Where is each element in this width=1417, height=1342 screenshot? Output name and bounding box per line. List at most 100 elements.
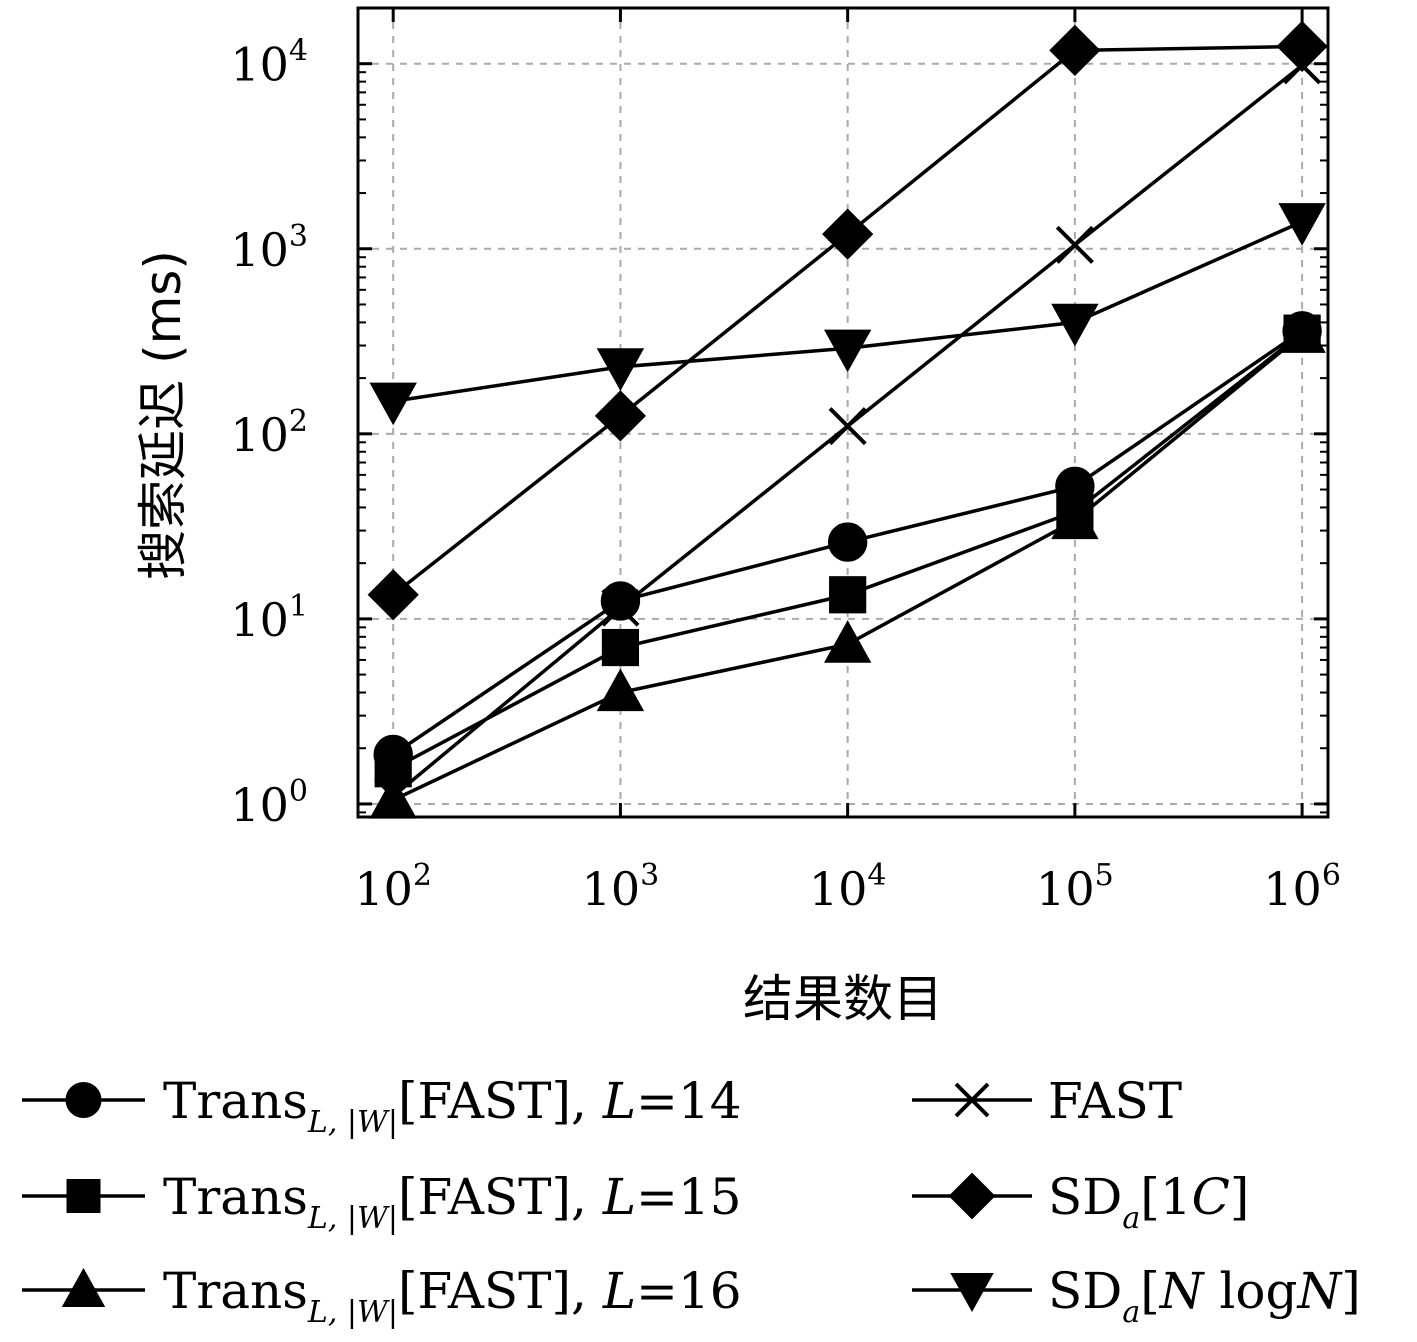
x-tick-label: 106	[1263, 858, 1341, 916]
legend-label-italic: L	[602, 1168, 636, 1226]
y-tick-label-base: 10	[230, 223, 289, 277]
y-tick-label-exponent: 4	[289, 34, 308, 69]
data-point	[1278, 203, 1326, 246]
legend-label: SDa[N logN]	[1048, 1262, 1361, 1330]
y-tick-label-base: 10	[230, 408, 289, 462]
legend-marker	[950, 1273, 994, 1313]
x-tick-label: 102	[354, 858, 432, 916]
legend-label-rest: [	[1140, 1262, 1160, 1320]
data-point	[594, 390, 647, 442]
data-point	[828, 407, 867, 446]
data-point	[369, 382, 417, 426]
legend-label-sub: a	[1122, 1201, 1140, 1236]
data-point	[367, 569, 419, 621]
legend-marker	[948, 1172, 996, 1220]
legend-item-2: TransL, |W|[FAST], L=15	[22, 1168, 742, 1236]
legend-label-main: FAST	[1048, 1072, 1182, 1130]
legend-label: TransL, |W|[FAST], L=16	[163, 1262, 742, 1330]
legend-label-main: SD	[1048, 1262, 1122, 1320]
x-tick-label-base: 10	[582, 862, 641, 916]
x-tick-label-base: 10	[1263, 862, 1322, 916]
series-lines	[367, 20, 1328, 819]
legend-item-4: FAST	[912, 1072, 1182, 1130]
legend-item-3: TransL, |W|[FAST], L=16	[22, 1262, 742, 1330]
legend-label: TransL, |W|[FAST], L=15	[163, 1168, 742, 1236]
data-point	[374, 777, 413, 816]
y-tick-label-base: 10	[230, 778, 289, 832]
legend-marker	[66, 1179, 101, 1213]
y-tick-label: 100	[230, 774, 308, 832]
legend-label: FAST	[1048, 1072, 1182, 1130]
legend-label-italic: N	[1159, 1262, 1206, 1320]
y-tick-label-exponent: 3	[289, 219, 308, 254]
y-tick-label: 104	[230, 34, 308, 92]
legend-label-main: Trans	[163, 1262, 308, 1320]
x-axis-title: 结果数目	[743, 970, 943, 1028]
x-tick-labels: 102 103 104 105 106	[354, 858, 1341, 916]
legend-label-main: Trans	[163, 1168, 308, 1226]
legend-label-italic: C	[1192, 1168, 1230, 1226]
y-tick-label-base: 10	[230, 38, 289, 92]
x-tick-label-exponent: 5	[1095, 858, 1114, 893]
data-point	[1055, 225, 1094, 264]
data-point	[823, 329, 872, 373]
data-point	[1276, 20, 1328, 73]
axis-ticks	[358, 7, 1328, 817]
legend-label: SDa[1C]	[1048, 1168, 1249, 1236]
legend-item-1: TransL, |W|[FAST], L=14	[22, 1072, 742, 1140]
x-tick-label-base: 10	[809, 862, 868, 916]
data-point	[601, 628, 640, 667]
x-tick-label-exponent: 3	[640, 858, 659, 893]
legend-label-rest: [FAST],	[398, 1168, 603, 1226]
legend-label-tail: log	[1204, 1262, 1298, 1320]
data-point	[1278, 310, 1326, 353]
y-tick-label: 101	[230, 589, 308, 647]
x-tick-label: 105	[1036, 858, 1114, 916]
legend-label-sub: L, |W|	[307, 1105, 398, 1140]
data-point	[1049, 24, 1101, 77]
plot-frame	[356, 6, 1330, 819]
legend-item-6: SDa[N logN]	[912, 1262, 1361, 1330]
x-tick-label: 104	[809, 858, 887, 916]
data-point	[596, 348, 645, 391]
y-tick-label: 102	[230, 404, 308, 462]
data-point	[823, 620, 872, 663]
data-point	[1051, 496, 1099, 540]
data-point	[601, 588, 640, 627]
legend-label-tail: ]	[1341, 1262, 1361, 1320]
y-tick-label-exponent: 1	[289, 589, 308, 624]
series-5	[367, 20, 1328, 621]
x-tick-label-exponent: 4	[867, 858, 886, 893]
legend-marker	[61, 1267, 106, 1307]
legend-label-tail: ]	[1230, 1168, 1250, 1226]
y-tick-label-base: 10	[230, 593, 289, 647]
legend-label-main: Trans	[163, 1072, 308, 1130]
legend-label: TransL, |W|[FAST], L=14	[163, 1072, 742, 1140]
legend-label-italic: L	[602, 1072, 636, 1130]
legend-marker	[954, 1082, 990, 1118]
legend-label-tail: =16	[636, 1262, 742, 1320]
legend-label-rest: [FAST],	[398, 1262, 603, 1320]
legend-item-5: SDa[1C]	[912, 1168, 1249, 1236]
series-3	[369, 310, 1326, 819]
x-tick-label-base: 10	[1036, 862, 1095, 916]
y-tick-label: 103	[230, 219, 308, 277]
data-point	[600, 581, 641, 621]
legend-label-italic: N	[1297, 1262, 1344, 1320]
data-point	[596, 668, 645, 712]
legend-marker	[65, 1082, 102, 1118]
legend-label-main: SD	[1048, 1168, 1122, 1226]
legend-label-rest: [1	[1140, 1168, 1191, 1226]
data-point	[827, 522, 868, 562]
legend-label-tail: =15	[636, 1168, 742, 1226]
legend-label-sub: L, |W|	[307, 1201, 398, 1236]
legend-label-sub: L, |W|	[307, 1295, 398, 1330]
y-axis-title: 搜索延迟 (ms)	[134, 250, 192, 580]
x-tick-label-exponent: 6	[1322, 858, 1341, 893]
data-point	[829, 576, 867, 614]
legend-label-rest: [FAST],	[398, 1072, 603, 1130]
y-tick-label-exponent: 2	[289, 404, 308, 439]
data-point	[1051, 303, 1099, 347]
